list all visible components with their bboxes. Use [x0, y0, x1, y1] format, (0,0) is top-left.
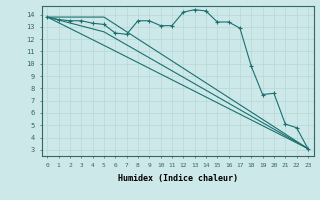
X-axis label: Humidex (Indice chaleur): Humidex (Indice chaleur) [118, 174, 237, 183]
